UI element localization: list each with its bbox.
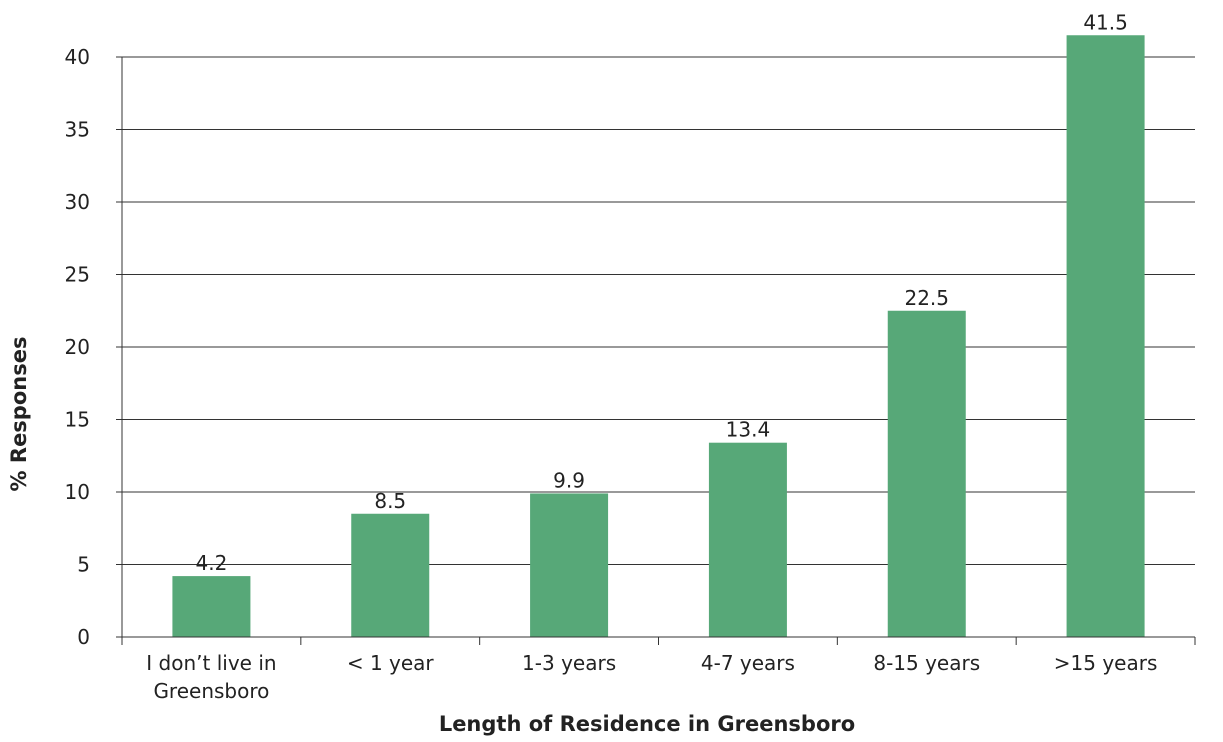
y-tick-label: 5 (77, 553, 90, 577)
y-tick-label: 40 (65, 45, 90, 69)
y-tick-label: 30 (65, 190, 90, 214)
x-tick-label: 4-7 years (701, 651, 795, 675)
data-label: 8.5 (374, 489, 406, 513)
bar (172, 576, 251, 637)
x-tick-label: I don’t live in Greensboro (146, 651, 276, 703)
y-tick-label: 25 (65, 263, 90, 287)
gridlines (122, 56, 1195, 565)
bar (530, 493, 609, 637)
y-tick-label: 10 (65, 480, 90, 504)
y-tick-label: 0 (77, 625, 90, 649)
x-tick-label: 8-15 years (873, 651, 980, 675)
bar (1066, 35, 1145, 637)
data-label: 4.2 (196, 551, 228, 575)
data-label: 9.9 (553, 468, 585, 492)
data-labels: 4.2 8.5 9.9 13.4 22.5 41.5 (196, 10, 1128, 575)
x-tick-label: >15 years (1054, 651, 1158, 675)
bars (172, 35, 1145, 637)
x-axis: I don’t live in Greensboro < 1 year 1-3 yea… (116, 56, 1196, 703)
y-tick-label: 15 (65, 408, 90, 432)
data-label: 22.5 (904, 286, 949, 310)
bar (351, 513, 430, 637)
bar (887, 310, 966, 637)
data-label: 13.4 (726, 418, 771, 442)
x-axis-title: Length of Residence in Greensboro (439, 712, 855, 736)
y-axis-ticks: 0 5 10 15 20 25 30 35 40 (65, 45, 90, 649)
data-label: 41.5 (1083, 10, 1128, 34)
bar (708, 442, 787, 637)
y-axis-title: % Responses (7, 337, 31, 492)
x-tick-label: 1-3 years (522, 651, 616, 675)
y-tick-label: 20 (65, 335, 90, 359)
x-tick-label: < 1 year (347, 651, 435, 675)
y-tick-label: 35 (65, 118, 90, 142)
